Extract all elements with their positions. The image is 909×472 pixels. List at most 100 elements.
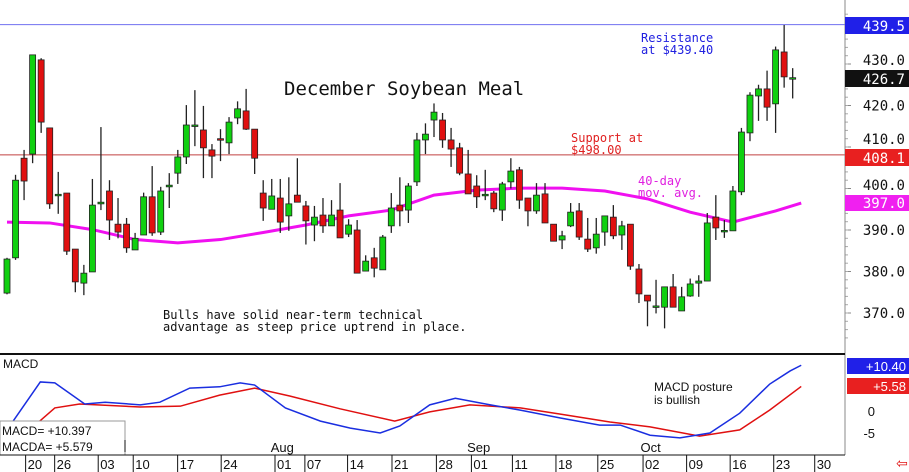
resistance-tag [845, 17, 909, 34]
candle-body [780, 51, 788, 78]
scroll-left-arrow-icon[interactable]: ⇦ [896, 455, 908, 471]
candle-body [490, 192, 498, 210]
resistance-label-1: Resistance [641, 31, 713, 45]
macd-readout: MACD= +10.397 [2, 424, 92, 438]
resistance-label-2: at $439.40 [641, 43, 713, 57]
commentary-line-2: advantage as steep price uptrend in plac… [163, 320, 466, 334]
candle-body [131, 237, 139, 251]
candle-body [669, 286, 677, 308]
candle-body [217, 138, 224, 141]
candle-body [550, 223, 557, 242]
macd-readout-box [0, 420, 126, 456]
candle-body [627, 223, 634, 267]
x-tick-label: 20 [28, 457, 42, 472]
candle-body [516, 169, 523, 201]
support-label-2: $498.00 [571, 143, 622, 157]
candle-body [319, 214, 327, 227]
candle-body [738, 131, 745, 193]
x-tick-label: 25 [600, 457, 614, 472]
candle-body [182, 124, 190, 158]
candle-body [353, 229, 361, 274]
candle-body [567, 211, 575, 227]
candle-body [746, 94, 754, 134]
candle-body [251, 128, 259, 159]
candle-body [29, 54, 37, 155]
support-tag-text: 408.1 [863, 151, 905, 167]
ma-label-2: mov. avg. [638, 186, 703, 200]
candle-body [439, 119, 446, 141]
x-tick-label: 10 [135, 457, 149, 472]
macd-tag-text: +10.40 [866, 359, 906, 374]
x-tick-label: 26 [57, 457, 71, 472]
candle-body [3, 258, 11, 294]
candle-body [456, 147, 464, 174]
x-tick-label: 16 [732, 457, 746, 472]
x-tick-label: 07 [307, 457, 321, 472]
x-tick-label: 01 [277, 457, 291, 472]
month-label: Aug [271, 440, 294, 455]
chart-title: December Soybean Meal [284, 78, 524, 100]
candle-body [387, 207, 395, 227]
x-tick-label: 28 [438, 457, 452, 472]
candle-body [123, 223, 130, 249]
x-tick-label: 02 [645, 457, 659, 472]
candle-body [20, 157, 28, 182]
candle-body [729, 190, 737, 232]
candle-body [234, 108, 241, 119]
candle-body [71, 248, 79, 283]
y-tick-label: 430.0 [863, 53, 905, 69]
macd-title: MACD [3, 357, 39, 371]
candle-body [678, 296, 686, 312]
macd-note-1: MACD posture [654, 380, 733, 394]
commentary-line-1: Bulls have solid near-term technical [163, 308, 423, 322]
x-tick-label: 18 [558, 457, 572, 472]
candle-body [464, 173, 472, 195]
candle-body [618, 225, 626, 236]
candle-body [311, 216, 318, 226]
candle-body [63, 192, 71, 252]
y-tick-label: 380.0 [863, 265, 905, 281]
candle-body [686, 283, 694, 297]
candle-body [609, 216, 617, 237]
candle-body [370, 257, 378, 269]
candle-body [524, 197, 532, 212]
x-tick-label: 09 [689, 457, 703, 472]
candle-body [12, 179, 19, 259]
candle-body [336, 209, 344, 239]
x-tick-label: 23 [776, 457, 790, 472]
macd-note-2: is bullish [654, 393, 700, 407]
candle-body [789, 77, 797, 80]
signal-tag [847, 378, 909, 394]
candle-body [302, 205, 310, 222]
y-tick-label: 420.0 [863, 99, 905, 115]
candle-body [498, 183, 506, 211]
candle-body [430, 111, 438, 121]
x-tick-label: 03 [100, 457, 114, 472]
x-tick-label: 24 [223, 457, 237, 472]
candle-body [695, 280, 703, 284]
candle-body [191, 124, 199, 127]
support-tag [845, 149, 909, 166]
y-tick-label: 370.0 [863, 306, 905, 322]
candle-body [601, 215, 609, 233]
candle-body [362, 260, 370, 272]
candle-body [140, 196, 148, 236]
x-tick-label: 30 [817, 457, 831, 472]
x-tick-label: 01 [473, 457, 487, 472]
candle-body [328, 214, 335, 227]
candle-body [114, 223, 122, 233]
price-axis: 430.0 420.0 410.0 400.0 390.0 380.0 370.0 [845, 13, 905, 339]
candle-body [345, 224, 353, 235]
ma-label-1: 40-day [638, 174, 681, 188]
candle-body [285, 203, 293, 217]
candle-body [259, 192, 267, 209]
candle-body [242, 110, 250, 130]
candle-body [558, 235, 566, 241]
candle-body [276, 197, 284, 223]
candle-body [541, 193, 549, 224]
signal-tag-text: +5.58 [873, 379, 906, 394]
month-label: Oct [641, 440, 662, 455]
x-tick-label: 11 [514, 457, 528, 472]
